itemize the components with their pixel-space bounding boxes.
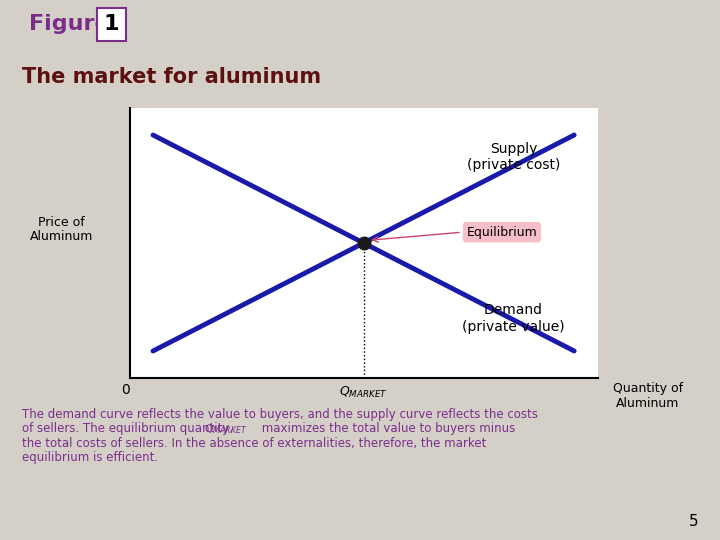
- Text: The demand curve reflects the value to buyers, and the supply curve reflects the: The demand curve reflects the value to b…: [22, 408, 537, 421]
- Text: the total costs of sellers. In the absence of externalities, therefore, the mark: the total costs of sellers. In the absen…: [22, 437, 486, 450]
- Text: Quantity of
Aluminum: Quantity of Aluminum: [613, 382, 683, 410]
- Text: of sellers. The equilibrium quantity,: of sellers. The equilibrium quantity,: [22, 422, 236, 435]
- Text: Demand
(private value): Demand (private value): [462, 303, 564, 334]
- Text: equilibrium is efficient.: equilibrium is efficient.: [22, 451, 158, 464]
- Text: $Q_{\mathit{MARKET}}$: $Q_{\mathit{MARKET}}$: [204, 422, 248, 436]
- Text: Figure: Figure: [29, 14, 109, 35]
- Text: 1: 1: [104, 14, 120, 35]
- Text: The market for aluminum: The market for aluminum: [22, 67, 320, 87]
- Text: Equilibrium: Equilibrium: [467, 226, 537, 239]
- Text: Price of
Aluminum: Price of Aluminum: [30, 215, 93, 244]
- Text: $Q_{\mathit{MARKET}}$: $Q_{\mathit{MARKET}}$: [339, 384, 388, 400]
- Text: maximizes the total value to buyers minus: maximizes the total value to buyers minu…: [258, 422, 515, 435]
- Text: 0: 0: [122, 383, 130, 397]
- Text: 5: 5: [689, 514, 698, 529]
- Text: Supply
(private cost): Supply (private cost): [467, 141, 560, 172]
